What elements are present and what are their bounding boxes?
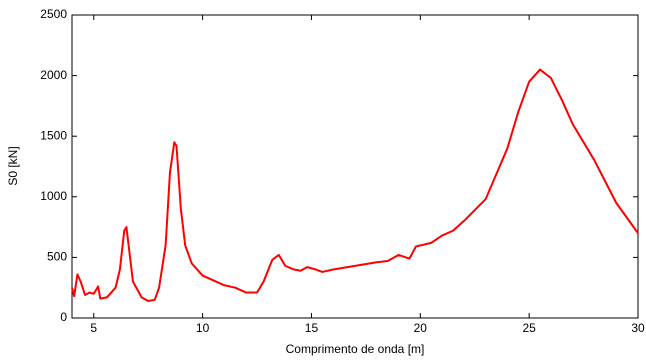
y-tick-label: 0 (60, 310, 67, 324)
x-tick-label: 20 (414, 321, 428, 335)
x-tick-label: 10 (196, 321, 210, 335)
x-tick-label: 30 (631, 321, 645, 335)
x-axis-label: Comprimento de onda [m] (286, 342, 425, 356)
data-line (71, 68, 639, 303)
x-tick-label: 15 (305, 321, 319, 335)
plot-area (71, 14, 639, 319)
y-tick-label: 1000 (40, 189, 67, 203)
y-tick-label: 2000 (40, 68, 67, 82)
y-axis-label: S0 [kN] (6, 146, 20, 185)
y-tick-label: 2500 (40, 7, 67, 21)
x-tick-label: 25 (522, 321, 536, 335)
x-tick-label: 5 (90, 321, 97, 335)
y-tick-label: 1500 (40, 128, 67, 142)
y-tick-label: 500 (47, 250, 67, 264)
